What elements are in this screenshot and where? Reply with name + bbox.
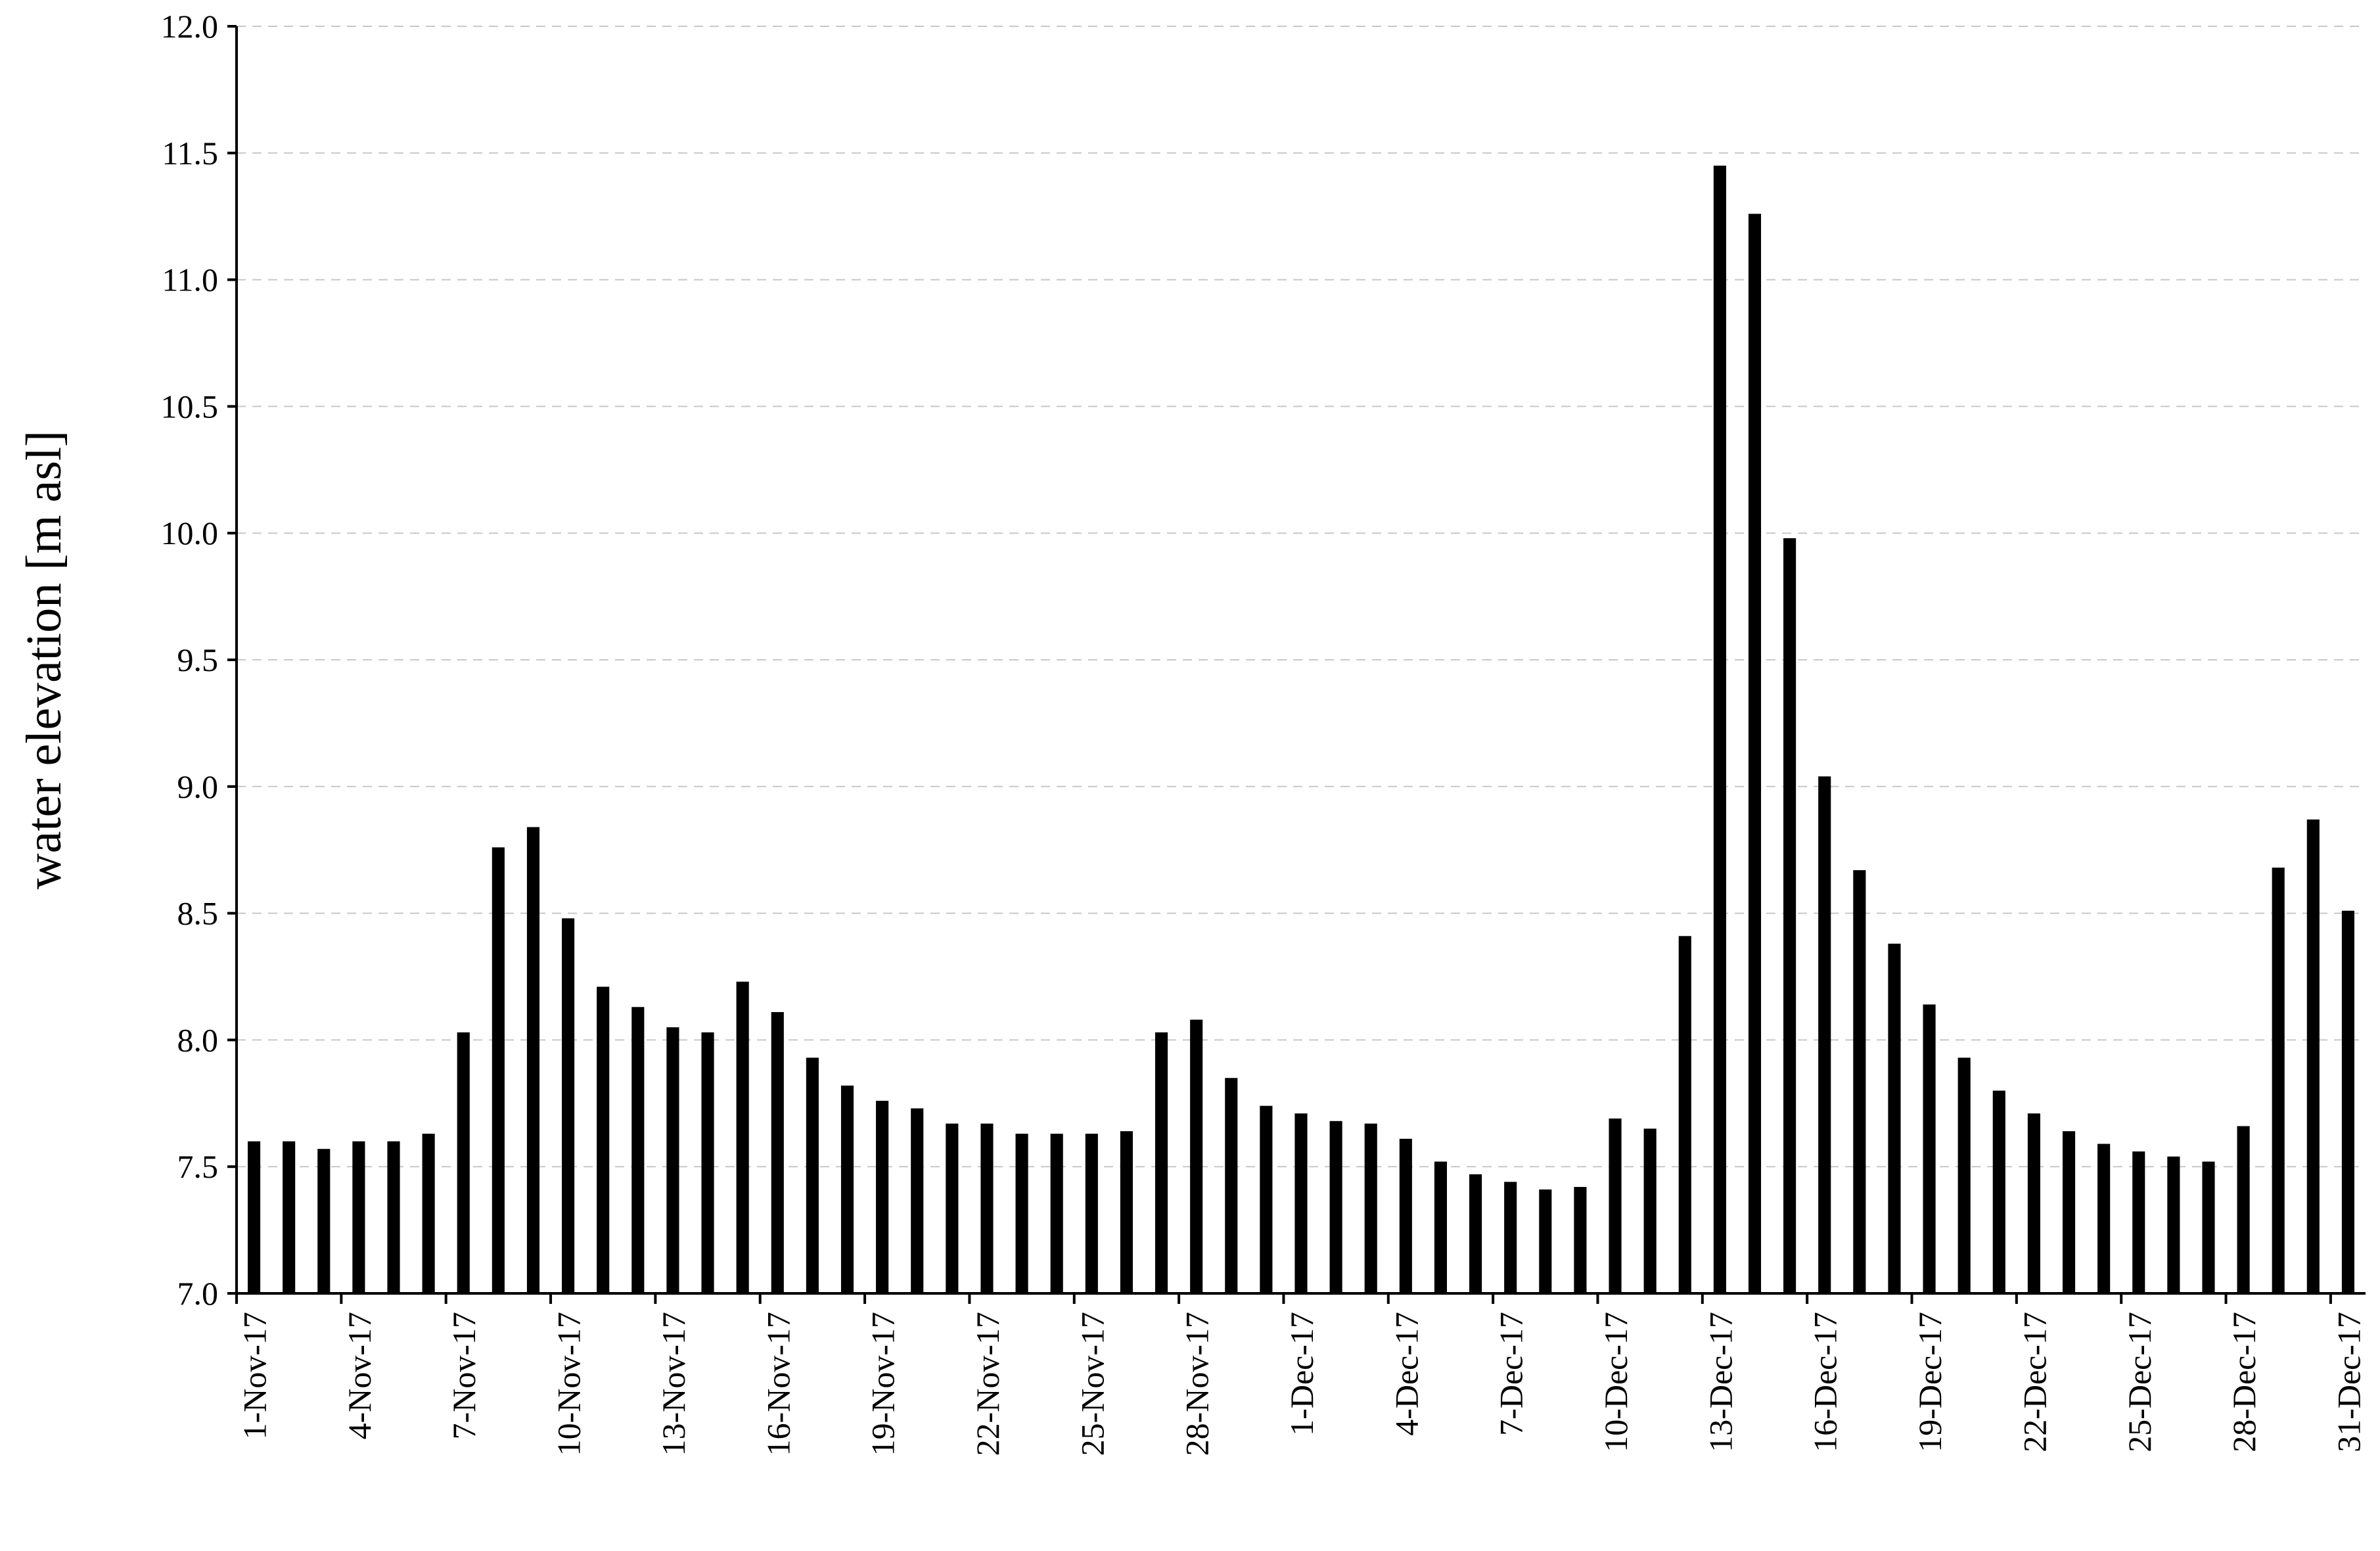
bar bbox=[1783, 538, 1796, 1293]
x-tick-label: 25-Dec-17 bbox=[2121, 1312, 2158, 1452]
bar bbox=[562, 918, 575, 1293]
bar bbox=[1399, 1138, 1412, 1293]
bar bbox=[1085, 1134, 1098, 1293]
bar bbox=[806, 1057, 819, 1293]
bar bbox=[1434, 1161, 1448, 1293]
bar bbox=[2306, 819, 2320, 1293]
bar bbox=[1050, 1134, 1063, 1293]
bar bbox=[1015, 1134, 1028, 1293]
y-tick-label: 9.5 bbox=[177, 641, 219, 678]
bar bbox=[2062, 1131, 2076, 1293]
bar bbox=[1364, 1123, 1377, 1293]
bar bbox=[1120, 1131, 1133, 1293]
x-tick-label: 28-Dec-17 bbox=[2226, 1312, 2262, 1452]
bar bbox=[1225, 1078, 1238, 1293]
bar bbox=[597, 986, 610, 1293]
bar bbox=[1329, 1121, 1342, 1293]
x-tick-label: 19-Dec-17 bbox=[1911, 1312, 1948, 1452]
bar bbox=[2027, 1113, 2040, 1293]
bars bbox=[247, 166, 2355, 1294]
bar bbox=[1713, 166, 1726, 1294]
bar bbox=[2132, 1151, 2145, 1293]
bar bbox=[1853, 870, 1866, 1293]
x-tick-label: 13-Nov-17 bbox=[655, 1312, 692, 1456]
bar bbox=[1574, 1187, 1587, 1293]
bar bbox=[1539, 1189, 1552, 1293]
x-tick-label: 28-Nov-17 bbox=[1179, 1312, 1216, 1456]
y-tick-label: 7.0 bbox=[177, 1275, 219, 1312]
bar bbox=[631, 1007, 645, 1293]
bar bbox=[2167, 1156, 2180, 1293]
bar bbox=[840, 1085, 854, 1293]
bar bbox=[946, 1123, 959, 1293]
y-tick-label: 10.5 bbox=[161, 388, 219, 425]
y-tick-label: 7.5 bbox=[177, 1148, 219, 1185]
bar bbox=[1678, 936, 1691, 1293]
x-tick-label: 10-Nov-17 bbox=[551, 1312, 587, 1456]
bar bbox=[1818, 776, 1831, 1293]
bar bbox=[2272, 868, 2285, 1293]
bar bbox=[1923, 1004, 1936, 1293]
bar bbox=[701, 1032, 714, 1293]
y-tick-label: 11.5 bbox=[162, 135, 218, 172]
x-tick-label: 22-Nov-17 bbox=[969, 1312, 1006, 1456]
bar bbox=[2202, 1161, 2215, 1293]
bar bbox=[876, 1100, 889, 1293]
bar bbox=[980, 1123, 994, 1293]
gridlines bbox=[237, 26, 2366, 1168]
x-tick-label: 19-Nov-17 bbox=[865, 1312, 902, 1456]
bar bbox=[1643, 1128, 1657, 1293]
bar bbox=[387, 1141, 400, 1293]
x-tick-label: 25-Nov-17 bbox=[1074, 1312, 1110, 1456]
bar bbox=[1469, 1174, 1482, 1293]
bar bbox=[2341, 910, 2355, 1293]
y-tick-label: 8.5 bbox=[177, 895, 219, 932]
y-tick-label: 12.0 bbox=[161, 8, 219, 45]
y-tick-label: 11.0 bbox=[162, 262, 218, 298]
x-tick-label: 1-Dec-17 bbox=[1283, 1312, 1320, 1436]
x-tick-label: 1-Nov-17 bbox=[237, 1312, 273, 1439]
bar bbox=[1260, 1105, 1273, 1293]
bar bbox=[492, 847, 505, 1293]
bar bbox=[317, 1149, 331, 1293]
bar bbox=[422, 1134, 435, 1293]
bar bbox=[1992, 1090, 2005, 1293]
x-tick-label: 22-Dec-17 bbox=[2016, 1312, 2053, 1452]
bar bbox=[457, 1032, 470, 1293]
x-tick-label: 16-Dec-17 bbox=[1807, 1312, 1844, 1452]
x-tick-label: 13-Dec-17 bbox=[1702, 1312, 1739, 1452]
bar bbox=[1957, 1057, 1971, 1293]
y-ticks: 7.0 7.5 8.0 8.5 9.0 9.5 10.0 10.5 11.0 11.5 12.0 bbox=[161, 8, 237, 1312]
bar bbox=[771, 1011, 784, 1293]
x-tick-label: 10-Dec-17 bbox=[1597, 1312, 1634, 1452]
x-tick-label: 7-Nov-17 bbox=[446, 1312, 482, 1439]
bar bbox=[1190, 1019, 1203, 1293]
y-tick-label: 10.0 bbox=[161, 515, 219, 551]
bar bbox=[1294, 1113, 1308, 1293]
bar bbox=[283, 1141, 296, 1293]
bar bbox=[526, 827, 540, 1293]
bar bbox=[1609, 1118, 1622, 1293]
bar bbox=[247, 1141, 261, 1293]
bar bbox=[666, 1027, 679, 1293]
bar bbox=[1504, 1182, 1517, 1293]
x-tick-label: 31-Dec-17 bbox=[2330, 1312, 2367, 1452]
x-tick-label: 16-Nov-17 bbox=[760, 1312, 796, 1456]
bar bbox=[352, 1141, 365, 1293]
y-tick-label: 8.0 bbox=[177, 1021, 219, 1058]
bar bbox=[736, 981, 749, 1293]
x-tick-label: 4-Nov-17 bbox=[341, 1312, 378, 1439]
bar bbox=[1888, 943, 1901, 1293]
bar bbox=[2097, 1144, 2111, 1293]
bar bbox=[2237, 1126, 2250, 1293]
y-axis-title: water elevation [m asl] bbox=[16, 430, 72, 889]
x-tick-label: 7-Dec-17 bbox=[1493, 1312, 1530, 1436]
y-tick-label: 9.0 bbox=[177, 768, 219, 805]
bar bbox=[1155, 1032, 1168, 1293]
x-tick-label: 4-Dec-17 bbox=[1388, 1312, 1425, 1436]
bar bbox=[911, 1108, 924, 1293]
bar bbox=[1748, 214, 1762, 1293]
x-ticks: 1-Nov-17 4-Nov-17 7-Nov-17 10-Nov-17 13-Nov-… bbox=[235, 1293, 2367, 1456]
